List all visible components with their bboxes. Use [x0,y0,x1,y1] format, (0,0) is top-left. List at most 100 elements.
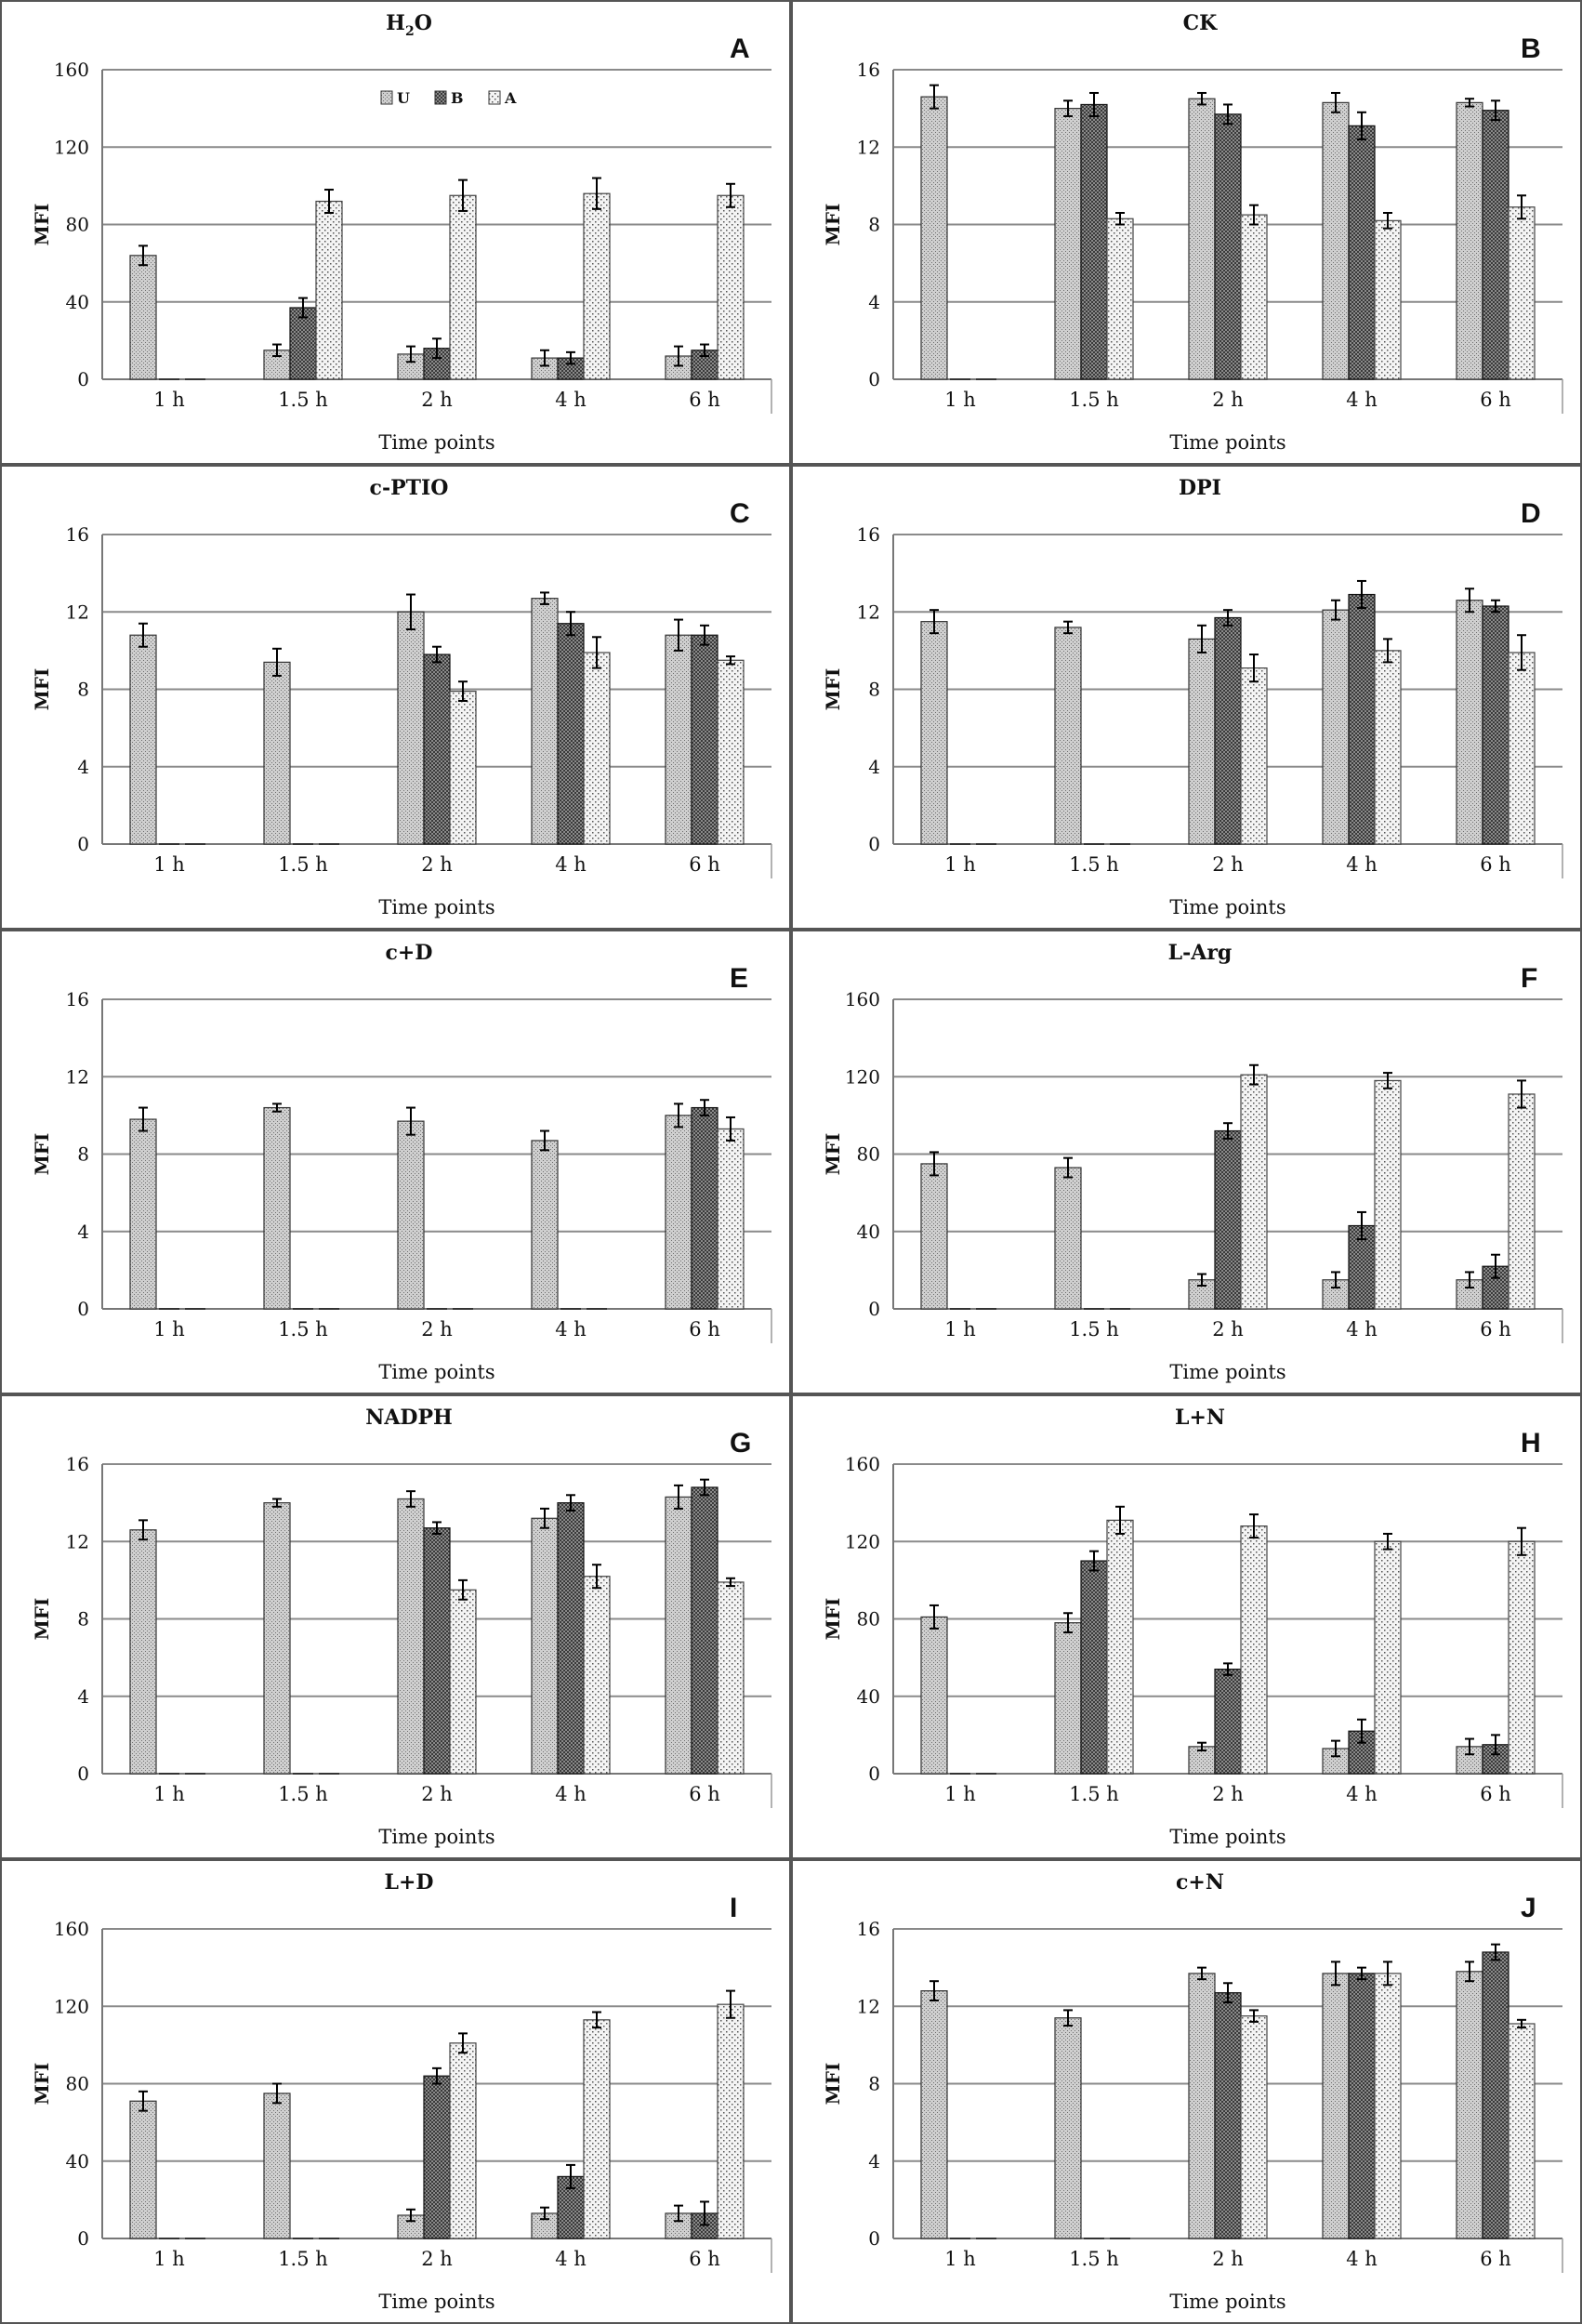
panel-letter: G [730,1428,751,1459]
bar-u [1456,1971,1483,2239]
x-tick-label: 1 h [944,1783,976,1805]
y-tick-label: 0 [77,2227,89,2250]
bar-u [1456,600,1483,845]
y-tick-label: 80 [66,2073,89,2095]
bar-u [263,661,291,845]
y-tick-label: 0 [868,2227,880,2250]
x-tick-label: 1 h [153,389,185,411]
x-tick-label: 4 h [1346,2248,1378,2270]
x-tick-label: 6 h [1480,1318,1511,1340]
bar-a [583,1576,611,1775]
bar-u [531,1140,559,1310]
bar-u [1322,1973,1350,2239]
y-axis-label: MFI [31,668,53,711]
bar-a [1374,1540,1402,1775]
x-tick-label: 6 h [689,389,720,411]
bar-a [1508,652,1536,845]
bar-b [691,634,718,845]
bar-u [129,1118,157,1310]
x-tick-label: 4 h [1346,1783,1378,1805]
y-axis-label: MFI [822,1133,844,1176]
bar-a [1106,218,1134,380]
x-tick-label: 2 h [1212,1318,1244,1340]
chart-panel-d: 0 4 8 12 16 MFI Time points DPI D 1 h 1.5 h 2 h 4 h 6… [791,465,1582,930]
bar-b [1214,1129,1242,1310]
bar-b [1348,125,1376,380]
x-tick-label: 1 h [153,2248,185,2270]
x-axis-label: Time points [1169,1361,1285,1383]
x-tick-label: 1.5 h [1069,853,1119,876]
bar-a [1374,1079,1402,1310]
panel-border [0,1859,791,2324]
bar-u [1054,1622,1082,1775]
panel-letter: A [730,33,750,64]
y-tick-label: 0 [77,1298,89,1320]
y-tick-label: 4 [868,291,880,313]
x-tick-label: 2 h [421,853,453,876]
x-tick-label: 4 h [1346,1318,1378,1340]
y-tick-label: 16 [857,59,880,81]
chart-panel-e: 0 4 8 12 16 MFI Time points c+D E 1 h 1.5 h 2 h 4 h 6… [0,930,791,1394]
bar-u [1188,1746,1216,1775]
bar-u [263,2093,291,2239]
bar-u [397,1120,425,1310]
bar-a [583,192,611,380]
y-tick-label: 12 [66,1065,89,1088]
y-tick-label: 8 [77,679,89,701]
y-tick-label: 0 [868,1298,880,1320]
bar-b [423,1527,451,1775]
x-tick-label: 1 h [153,1783,185,1805]
x-tick-label: 1 h [153,1318,185,1340]
x-tick-label: 6 h [1480,1783,1511,1805]
y-tick-label: 0 [868,833,880,855]
bar-a [1240,1525,1268,1775]
x-axis-label: Time points [1169,2291,1285,2313]
x-tick-label: 1 h [944,853,976,876]
x-tick-label: 1 h [944,2248,976,2270]
x-tick-label: 4 h [1346,853,1378,876]
x-tick-label: 4 h [555,1783,587,1805]
bar-a [1508,2023,1536,2239]
x-tick-label: 1.5 h [1069,1318,1119,1340]
bar-a [1240,214,1268,380]
bar-b [1214,113,1242,380]
chart-panel-a: 0 40 80 120 160 MFI Time points H2O A 1 h 1.5 h 2 h… [0,0,791,465]
bar-b [1482,1951,1509,2239]
bar-u [129,255,157,380]
x-axis-label: Time points [378,1361,494,1383]
y-tick-label: 8 [868,2073,880,2095]
y-tick-label: 4 [868,2150,880,2172]
chart-panel-h: 0 40 80 120 160 MFI Time points L+N H 1 h 1.5 h 2 h… [791,1394,1582,1859]
y-tick-label: 12 [857,1995,880,2017]
y-tick-label: 12 [66,1530,89,1552]
x-axis-label: Time points [1169,1826,1285,1848]
y-axis-label: MFI [31,1133,53,1176]
panel-letter: J [1521,1893,1536,1923]
bar-b [1080,103,1108,380]
bar-a [1240,1074,1268,1310]
bar-a [1374,1973,1402,2239]
y-axis-label: MFI [822,668,844,711]
y-axis-label: MFI [31,2063,53,2106]
y-tick-label: 12 [857,601,880,623]
bar-a [315,200,343,380]
y-tick-label: 8 [868,679,880,701]
bar-b [691,1486,718,1775]
panel-letter: E [730,963,748,994]
bar-u [1188,1973,1216,2239]
x-tick-label: 1 h [944,1318,976,1340]
bar-u [263,1502,291,1775]
x-tick-label: 2 h [1212,1783,1244,1805]
bar-a [717,1128,745,1310]
bar-b [691,1106,718,1310]
x-axis-label: Time points [1169,431,1285,454]
y-tick-label: 120 [54,1995,89,2017]
legend-swatch-b [434,90,447,105]
x-tick-label: 1.5 h [278,853,328,876]
bar-u [263,1106,291,1310]
y-tick-label: 40 [66,2150,89,2172]
x-tick-label: 1.5 h [278,2248,328,2270]
